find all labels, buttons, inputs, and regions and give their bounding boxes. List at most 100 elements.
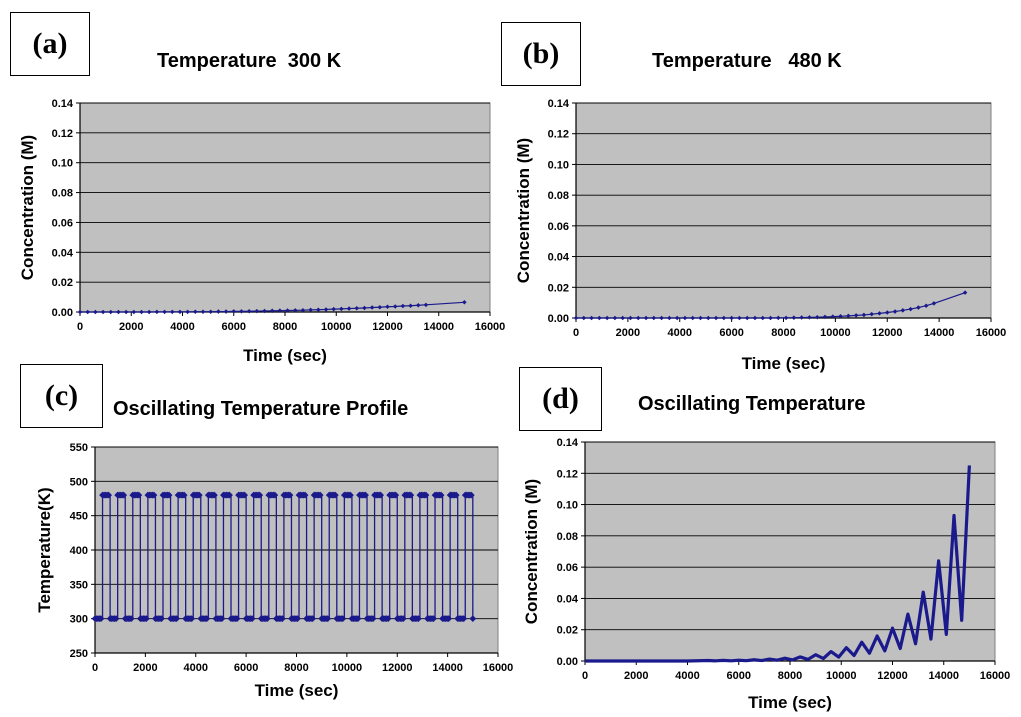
y-tick-label: 0.14 (52, 98, 74, 110)
data-point (776, 315, 781, 321)
panel-a-title: Temperature 300 K (157, 50, 342, 72)
x-tick-label: 2000 (119, 321, 143, 333)
data-point (223, 309, 229, 314)
data-point (384, 615, 392, 623)
data-point (423, 302, 429, 308)
data-point (185, 309, 190, 315)
data-point (263, 615, 271, 623)
y-tick-label: 0.00 (52, 307, 73, 319)
y-tick-label: 0.08 (557, 531, 578, 543)
data-point (437, 491, 445, 499)
x-tick-label: 6000 (222, 321, 246, 333)
panel-d-label: (d) (519, 367, 602, 431)
x-tick-label: 6000 (234, 662, 258, 674)
x-tick-label: 0 (582, 670, 588, 682)
y-tick-label: 0.00 (557, 656, 578, 668)
data-point (460, 615, 468, 623)
data-point (674, 315, 680, 321)
data-point (142, 615, 150, 623)
data-point (768, 315, 773, 321)
y-tick-label: 0.10 (557, 500, 578, 512)
data-point (127, 615, 135, 623)
data-point (308, 307, 313, 313)
x-tick-label: 10000 (332, 662, 363, 674)
data-point (900, 308, 906, 313)
x-tick-label: 14000 (432, 662, 463, 674)
y-axis-label: Temperature(K) (35, 487, 54, 612)
data-point (309, 615, 317, 623)
plot-area (79, 102, 491, 313)
data-point (916, 305, 921, 310)
panel-c-title: Oscillating Temperature Profile (113, 398, 409, 420)
data-point (241, 491, 249, 499)
data-point (713, 315, 719, 321)
x-tick-label: 8000 (771, 327, 795, 339)
data-point (385, 304, 390, 310)
data-point (604, 315, 610, 321)
data-point (146, 309, 152, 315)
x-tick-label: 16000 (483, 662, 514, 674)
y-tick-label: 0.14 (548, 98, 570, 110)
y-tick-label: 350 (70, 579, 88, 591)
data-point (292, 308, 298, 313)
data-point (203, 615, 211, 623)
data-point (165, 491, 173, 499)
data-point (162, 309, 167, 315)
panel-b-label: (b) (501, 22, 581, 86)
x-tick-label: 0 (573, 327, 579, 339)
data-point (667, 315, 672, 321)
data-point (729, 315, 734, 321)
data-point (445, 615, 453, 623)
data-point (877, 311, 882, 316)
data-point (392, 304, 398, 309)
data-point (807, 315, 812, 320)
panel-b-title: Temperature 480 K (652, 50, 842, 72)
data-point (415, 615, 422, 623)
x-tick-label: 12000 (372, 321, 403, 333)
data-point (853, 313, 859, 318)
data-point (597, 315, 602, 321)
y-tick-label: 0.00 (548, 313, 569, 325)
data-point (177, 309, 183, 315)
data-point (830, 314, 836, 319)
data-point (682, 315, 688, 321)
data-point (869, 311, 874, 317)
y-tick-label: 0.06 (52, 217, 73, 229)
data-point (620, 315, 625, 321)
data-point (354, 615, 362, 623)
data-point (216, 309, 221, 314)
x-tick-label: 12000 (382, 662, 413, 674)
data-point (131, 309, 137, 315)
x-tick-label: 14000 (423, 321, 454, 333)
data-point (628, 315, 633, 321)
x-tick-label: 4000 (170, 321, 194, 333)
data-point (112, 615, 120, 623)
data-point (269, 308, 275, 314)
panel-d-title: Oscillating Temperature (638, 393, 866, 415)
x-tick-label: 0 (77, 321, 83, 333)
x-tick-label: 4000 (675, 670, 699, 682)
y-tick-label: 0.02 (52, 277, 73, 289)
y-tick-label: 400 (70, 545, 88, 557)
data-point (892, 309, 898, 314)
y-tick-label: 550 (70, 442, 88, 454)
y-tick-label: 450 (70, 511, 88, 523)
data-point (814, 314, 820, 320)
x-tick-label: 10000 (826, 670, 857, 682)
data-point (589, 315, 594, 321)
data-point (208, 309, 213, 314)
data-point (294, 615, 301, 623)
x-tick-label: 10000 (321, 321, 352, 333)
data-point (262, 308, 267, 314)
data-point (254, 308, 260, 314)
data-point (908, 306, 913, 312)
y-tick-label: 300 (70, 614, 88, 626)
x-tick-label: 4000 (668, 327, 692, 339)
data-point (698, 315, 703, 321)
data-point (846, 313, 851, 319)
x-tick-label: 2000 (616, 327, 640, 339)
data-point (362, 305, 367, 311)
data-point (791, 315, 797, 320)
